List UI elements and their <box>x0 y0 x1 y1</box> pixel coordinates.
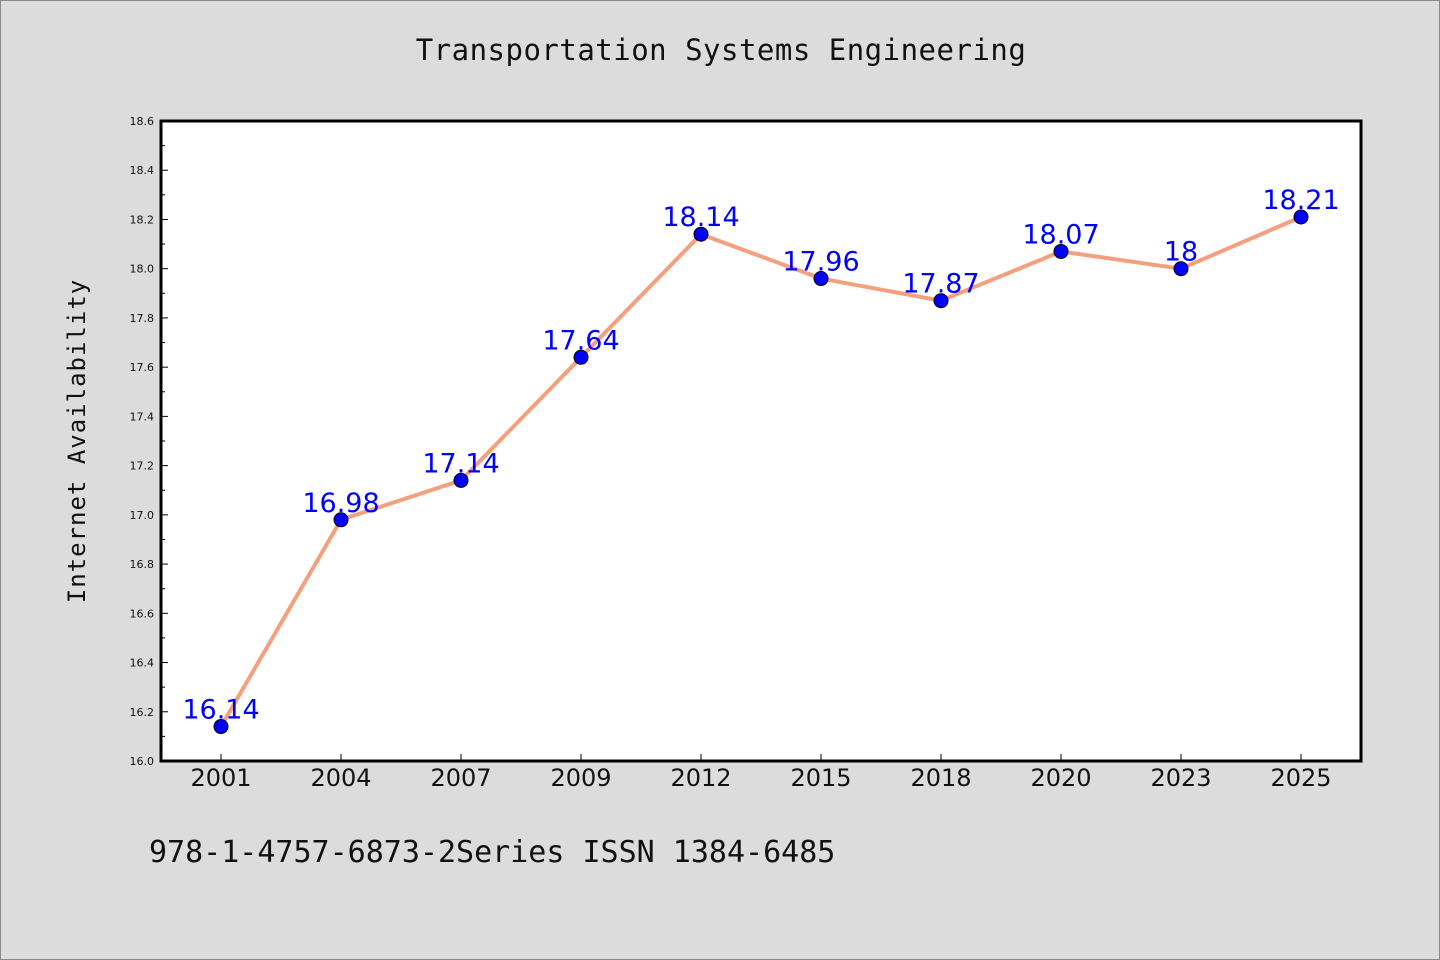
y-tick-label: 16.6 <box>130 607 155 620</box>
data-label: 18.21 <box>1262 185 1339 216</box>
series-line <box>219 215 1302 728</box>
data-label: 17.14 <box>422 448 499 479</box>
y-tick-label: 18.6 <box>130 115 155 128</box>
data-point <box>453 472 469 488</box>
data-point <box>573 349 589 365</box>
data-point <box>1173 261 1189 277</box>
y-tick-label: 17.8 <box>130 312 155 325</box>
x-tick-label: 2001 <box>190 764 251 792</box>
y-tick-label: 17.2 <box>130 460 155 473</box>
y-tick-label: 18.0 <box>130 263 155 276</box>
x-tick-label: 2020 <box>1030 764 1091 792</box>
data-point <box>933 293 949 309</box>
x-tick-label: 2009 <box>550 764 611 792</box>
data-label: 18 <box>1164 237 1198 268</box>
y-tick-label: 17.6 <box>130 361 155 374</box>
data-markers <box>213 209 1309 735</box>
data-point <box>333 512 349 528</box>
x-tick-label: 2012 <box>670 764 731 792</box>
data-point <box>693 226 709 242</box>
x-tick-label: 2018 <box>910 764 971 792</box>
data-label: 17.64 <box>542 325 619 356</box>
x-tick-label: 2025 <box>1270 764 1331 792</box>
data-label: 16.98 <box>302 488 379 519</box>
data-label: 16.14 <box>182 695 259 726</box>
y-tick-label: 17.4 <box>130 410 155 423</box>
data-point <box>213 719 229 735</box>
y-tick-label: 16.4 <box>130 657 155 670</box>
data-point <box>813 271 829 287</box>
x-axis: 2001 2004 2007 2009 2012 2015 2018 2020 2023 2025 <box>190 754 1332 792</box>
y-axis-label: Internet Availability <box>63 279 91 603</box>
data-labels: 16.14 16.98 17.14 17.64 18.14 17.96 17.87 18.07… <box>182 185 1339 726</box>
y-tick-label: 17.0 <box>130 509 155 522</box>
data-point <box>1053 243 1069 259</box>
x-tick-label: 2023 <box>1150 764 1211 792</box>
data-label: 18.07 <box>1022 219 1099 250</box>
plot-area <box>159 119 1363 763</box>
data-point <box>1293 209 1309 225</box>
data-label: 18.14 <box>662 202 739 233</box>
footer-isbn-issn: 978-1-4757-6873-2Series ISSN 1384-6485 <box>149 835 836 870</box>
y-axis: 16.0 16.2 16.4 16.6 16.8 17.0 17.2 17.4 17.6 17.8… <box>130 115 168 768</box>
data-label: 17.96 <box>782 247 859 278</box>
x-tick-label: 2004 <box>310 764 371 792</box>
y-tick-label: 16.2 <box>130 706 155 719</box>
y-tick-label: 18.2 <box>130 213 155 226</box>
data-label: 17.87 <box>902 269 979 300</box>
y-tick-label: 18.4 <box>130 164 155 177</box>
x-tick-label: 2015 <box>790 764 851 792</box>
y-tick-label: 16.8 <box>130 558 155 571</box>
y-tick-label: 16.0 <box>130 755 155 768</box>
x-tick-label: 2007 <box>430 764 491 792</box>
chart-title: Transportation Systems Engineering <box>415 33 1027 67</box>
